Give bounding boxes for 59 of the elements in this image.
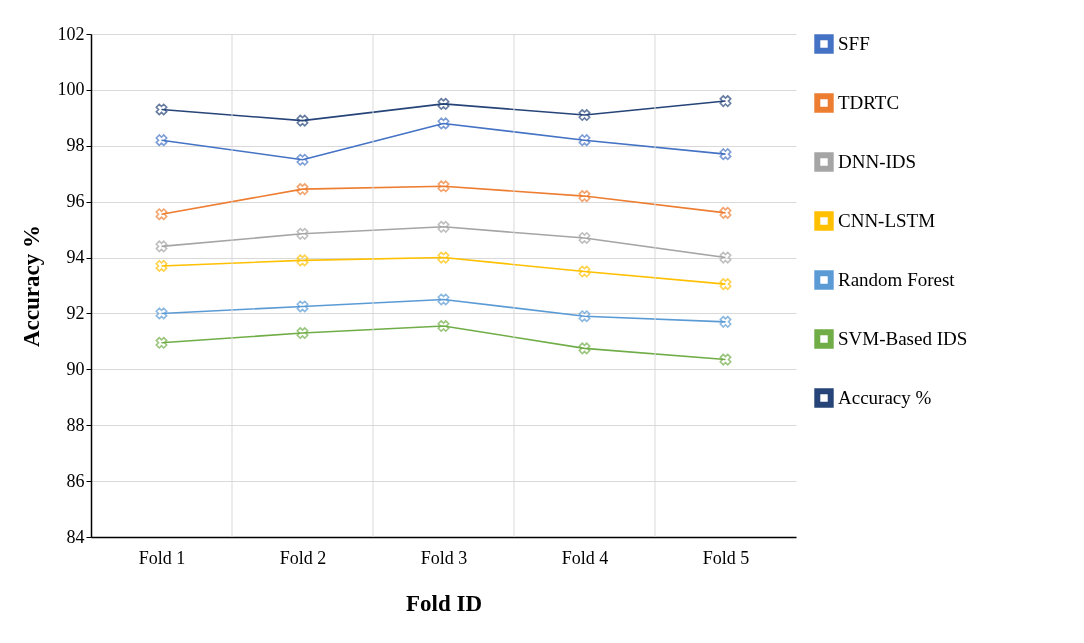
legend-label: TDRTC: [838, 92, 900, 113]
point: [578, 109, 591, 122]
point: [719, 95, 732, 108]
point: [155, 259, 168, 272]
point: [437, 320, 450, 333]
point: [578, 190, 591, 203]
point: [437, 293, 450, 306]
point: [155, 134, 168, 147]
point: [155, 208, 168, 221]
point: [719, 148, 732, 161]
point: [719, 315, 732, 328]
point: [578, 310, 591, 323]
point: [578, 265, 591, 278]
x-tick-label: Fold 4: [561, 547, 609, 568]
point: [155, 307, 168, 320]
x-tick-label: Fold 1: [138, 547, 186, 568]
y-tick-label: 100: [57, 79, 85, 100]
point: [719, 278, 732, 291]
point: [578, 232, 591, 244]
point: [437, 180, 450, 193]
legend-label: DNN-IDS: [838, 151, 917, 172]
point: [296, 254, 309, 267]
y-tick-label: 86: [66, 470, 85, 491]
y-tick-label: 98: [66, 135, 85, 156]
y-tick-label: 84: [66, 526, 85, 547]
point: [296, 114, 309, 127]
point: [437, 97, 450, 110]
point: [155, 240, 168, 253]
point: [155, 336, 168, 349]
y-axis-title: Accuracy %: [18, 225, 44, 347]
y-tick-label: 96: [66, 191, 85, 212]
x-tick-label: Fold 5: [702, 547, 750, 568]
point: [578, 342, 591, 355]
y-tick-label: 92: [66, 302, 85, 323]
legend-label: Random Forest: [838, 269, 956, 290]
point: [719, 206, 732, 219]
y-tick-label: 88: [66, 414, 85, 435]
x-tick-label: Fold 2: [279, 547, 327, 568]
point: [578, 134, 591, 147]
point: [719, 251, 732, 264]
point: [155, 103, 168, 116]
point: [296, 227, 309, 240]
point: [437, 251, 450, 264]
point: [296, 183, 309, 196]
y-tick-label: 90: [66, 358, 85, 379]
legend-label: Accuracy %: [838, 387, 932, 408]
legend-label: SVM-Based IDS: [838, 328, 968, 349]
point: [437, 117, 450, 130]
point: [719, 353, 732, 366]
point: [296, 300, 309, 313]
y-tick-label: 102: [57, 23, 85, 44]
legend-label: CNN-LSTM: [838, 210, 936, 231]
x-axis-title: Fold ID: [405, 590, 483, 616]
legend-label: SFF: [838, 33, 870, 54]
point: [437, 220, 450, 233]
point: [296, 153, 309, 166]
y-tick-label: 94: [66, 247, 85, 268]
x-tick-label: Fold 3: [420, 547, 468, 568]
point: [296, 327, 309, 339]
